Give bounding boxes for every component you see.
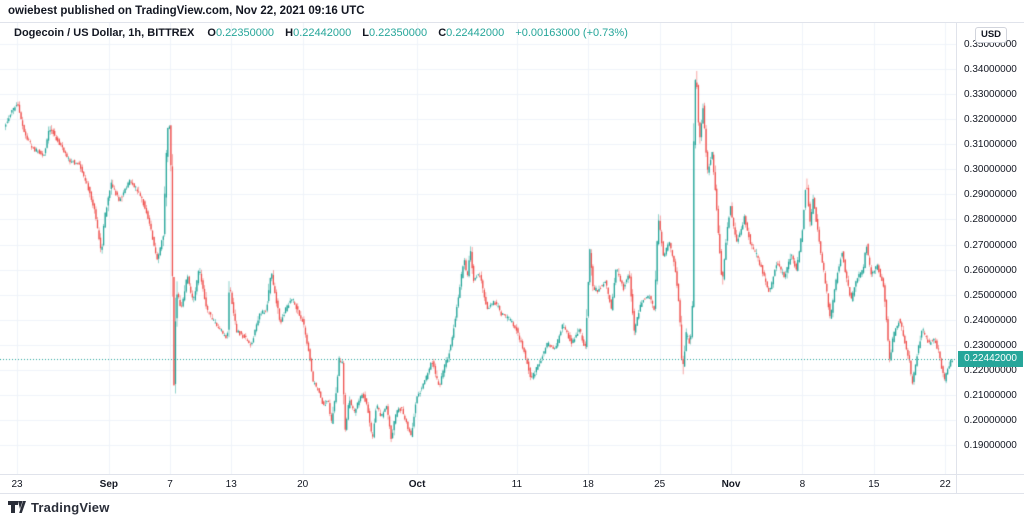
time-axis-label: 7 <box>167 479 173 490</box>
price-axis-label: 0.33000000 <box>964 88 1017 100</box>
price-axis-label: 0.35000000 <box>964 38 1017 50</box>
time-axis-label: 20 <box>297 479 309 490</box>
price-axis-label: 0.31000000 <box>964 139 1017 151</box>
price-axis-label: 0.26000000 <box>964 264 1017 276</box>
price-axis[interactable]: USD 0.35000000 0.34000000 0.33000000 0.3200… <box>956 23 1024 494</box>
price-axis-label: 0.23000000 <box>964 339 1017 351</box>
price-axis-label: 0.29000000 <box>964 189 1017 201</box>
price-axis-label: 0.34000000 <box>964 63 1017 75</box>
high-value: 0.22442000 <box>293 27 352 39</box>
time-axis-label: Oct <box>408 479 426 490</box>
change-value: +0.00163000 (+0.73%) <box>515 27 628 39</box>
chart-widget: Dogecoin / US Dollar, 1h, BITTREX O0.223… <box>0 22 1024 494</box>
tradingview-brand-text: TradingView <box>31 500 110 515</box>
open-value: 0.22350000 <box>215 27 275 39</box>
price-axis-label: 0.22000000 <box>964 365 1017 377</box>
time-axis-label: 22 <box>939 479 951 490</box>
attribution-text: owiebest published on TradingView.com, N… <box>8 5 365 17</box>
close-label: C <box>438 27 447 39</box>
price-axis-label: 0.27000000 <box>964 239 1017 251</box>
time-axis-label: 11 <box>511 479 523 490</box>
time-axis-label: 8 <box>799 479 806 490</box>
time-axis-label: 18 <box>582 479 594 490</box>
price-axis-label: 0.28000000 <box>964 214 1017 226</box>
time-axis-label: Sep <box>99 479 118 490</box>
price-axis-label: 0.20000000 <box>964 415 1017 427</box>
last-price-badge: 0.22442000 <box>958 351 1023 367</box>
price-axis-label: 0.24000000 <box>964 314 1017 326</box>
time-axis-label: 23 <box>11 479 23 490</box>
footer-bar: TradingView <box>0 494 1024 522</box>
low-value: 0.22350000 <box>369 27 428 39</box>
low-label: L <box>362 27 369 39</box>
close-value: 0.22442000 <box>446 27 505 39</box>
symbol-title: Dogecoin / US Dollar, 1h, BITTREX <box>14 27 195 39</box>
price-axis-label: 0.21000000 <box>964 390 1017 402</box>
symbol-legend: Dogecoin / US Dollar, 1h, BITTREX O0.223… <box>14 27 628 39</box>
tradingview-logo-link[interactable]: TradingView <box>8 500 110 515</box>
tradingview-logo-icon <box>8 501 26 513</box>
time-axis-label: Nov <box>721 479 741 490</box>
candlestick-chart-canvas[interactable] <box>0 23 956 474</box>
high-label: H <box>285 27 294 39</box>
time-axis-label: 13 <box>225 479 237 490</box>
time-axis[interactable]: 23 Sep 7 13 20 Oct 11 18 25 Nov 8 15 22 <box>0 474 1024 494</box>
price-axis-label: 0.32000000 <box>964 114 1017 126</box>
time-axis-label: 25 <box>654 479 666 490</box>
price-axis-label: 0.19000000 <box>964 440 1017 452</box>
time-axis-label: 15 <box>868 479 880 490</box>
open-label: O <box>207 27 216 39</box>
price-axis-label: 0.25000000 <box>964 289 1017 301</box>
price-axis-label: 0.30000000 <box>964 164 1017 176</box>
currency-unit-badge[interactable]: USD <box>975 27 1007 43</box>
